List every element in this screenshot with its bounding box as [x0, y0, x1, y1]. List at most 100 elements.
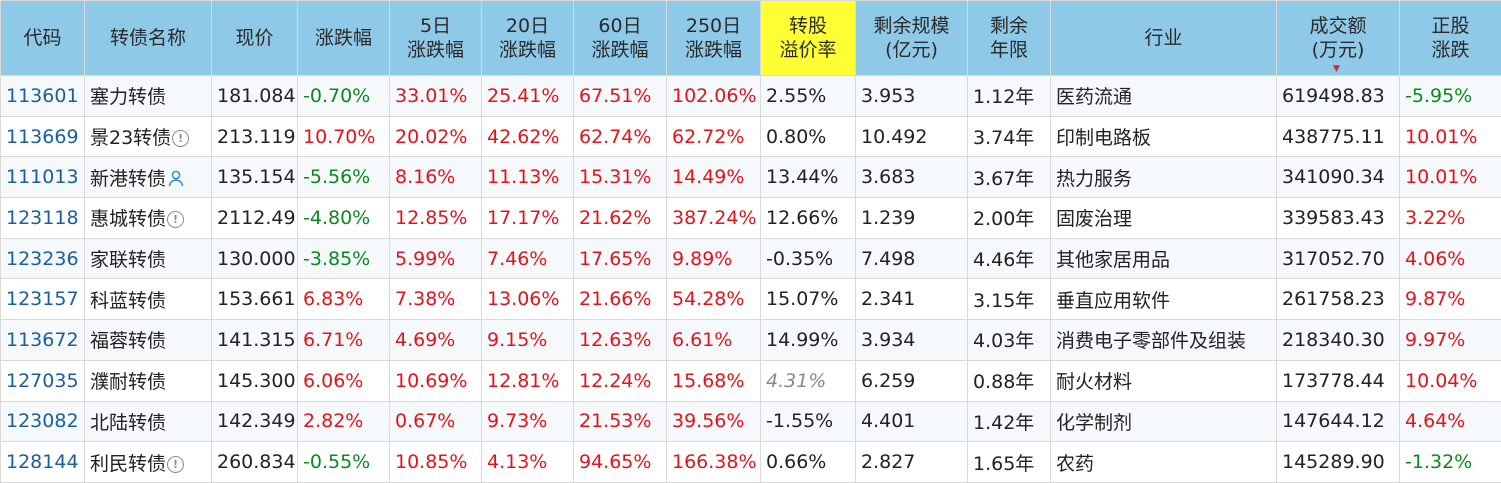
- cell-d250: 6.61%: [666, 319, 761, 361]
- header-20d-change[interactable]: 20日 涨跌幅: [481, 0, 574, 76]
- cell-value: 热力服务: [1056, 167, 1133, 190]
- cell-value: 6.71%: [303, 328, 364, 351]
- table-row[interactable]: 128144 利民转债! 260.834 -0.55% 10.85% 4.13% 94.65…: [0, 441, 1501, 483]
- cell-premium: 0.66%: [760, 441, 856, 483]
- cell-volume: 438775.11: [1276, 115, 1400, 158]
- header-5d-change[interactable]: 5日 涨跌幅: [389, 0, 482, 76]
- cell-value: -1.32%: [1405, 451, 1473, 474]
- cell-premium: 14.99%: [760, 319, 856, 361]
- cell-volume: 339583.43: [1276, 197, 1400, 239]
- bond-name: 科蓝转债: [90, 289, 167, 312]
- cell-d250: 102.06%: [666, 75, 761, 117]
- bond-code-link[interactable]: 123118: [6, 206, 79, 229]
- cell-code[interactable]: 127035: [0, 359, 85, 402]
- header-label: 剩余: [989, 15, 1028, 37]
- cell-code[interactable]: 123082: [0, 400, 85, 443]
- cell-d5: 0.67%: [389, 400, 482, 443]
- table-row[interactable]: 111013 新港转债 135.154 -5.56% 8.16% 11.13% 15.31%…: [0, 156, 1501, 199]
- header-remaining-scale[interactable]: 剩余规模 (亿元): [855, 0, 968, 76]
- header-conversion-premium[interactable]: 转股 溢价率: [760, 0, 856, 76]
- table-row[interactable]: 113672 福蓉转债 141.315 6.71% 4.69% 9.15% 12.63% 6.…: [0, 319, 1501, 361]
- cell-value: 317052.70: [1282, 247, 1385, 270]
- cell-price: 2112.49: [211, 197, 298, 239]
- cell-code[interactable]: 113672: [0, 319, 85, 361]
- cell-value: 8.16%: [395, 166, 456, 189]
- cell-change: 2.82%: [297, 400, 390, 443]
- cell-stock-change: 10.01%: [1399, 156, 1501, 199]
- cell-volume: 261758.23: [1276, 278, 1400, 321]
- cell-code[interactable]: 128144: [0, 441, 85, 483]
- cell-value: 4.31%: [766, 369, 827, 392]
- cell-term: 1.42年: [967, 400, 1051, 443]
- cell-value: 173778.44: [1282, 369, 1385, 392]
- cell-value: 10.492: [861, 125, 928, 148]
- header-label: 溢价率: [779, 39, 837, 61]
- cell-value: 3.934: [861, 328, 916, 351]
- header-name[interactable]: 转债名称: [84, 0, 212, 76]
- header-label: 20日: [505, 15, 550, 37]
- cell-term: 4.03年: [967, 319, 1051, 361]
- cell-value: 147644.12: [1282, 410, 1385, 433]
- cell-code[interactable]: 111013: [0, 156, 85, 199]
- bond-name: 家联转债: [90, 249, 167, 272]
- cell-d60: 15.31%: [573, 156, 667, 199]
- table-row[interactable]: 127035 濮耐转债 145.300 6.06% 10.69% 12.81% 12.24%…: [0, 359, 1501, 402]
- cell-value: 10.69%: [395, 369, 468, 392]
- cell-industry: 农药: [1050, 441, 1277, 483]
- cell-code[interactable]: 113601: [0, 75, 85, 117]
- table-row[interactable]: 123157 科蓝转债 153.661 6.83% 7.38% 13.06% 21.66% 5…: [0, 278, 1501, 321]
- cell-code[interactable]: 113669: [0, 115, 85, 158]
- bond-code-link[interactable]: 111013: [6, 166, 79, 189]
- info-icon[interactable]: !: [167, 455, 185, 473]
- bond-code-link[interactable]: 113672: [6, 328, 79, 351]
- table-row[interactable]: 123082 北陆转债 142.349 2.82% 0.67% 9.73% 21.53% 39…: [0, 400, 1501, 443]
- cell-value: 339583.43: [1282, 206, 1385, 229]
- bond-code-link[interactable]: 123082: [6, 410, 79, 433]
- cell-value: 0.80%: [766, 125, 827, 148]
- table-row[interactable]: 113601 塞力转债 181.084 -0.70% 33.01% 25.41% 67.51…: [0, 75, 1501, 117]
- header-remaining-term[interactable]: 剩余 年限: [967, 0, 1051, 76]
- header-change[interactable]: 涨跌幅: [297, 0, 390, 76]
- bond-code-link[interactable]: 113669: [6, 125, 79, 148]
- header-price[interactable]: 现价: [211, 0, 298, 76]
- sort-desc-icon: ▼: [1333, 64, 1340, 74]
- bond-name: 新港转债: [90, 167, 167, 190]
- cell-value: 化学制剂: [1056, 411, 1133, 434]
- cell-d250: 15.68%: [666, 359, 761, 402]
- cell-value: 1.239: [861, 206, 916, 229]
- header-label: 250日: [685, 15, 742, 37]
- cell-value: 2.341: [861, 288, 916, 311]
- bond-code-link[interactable]: 113601: [6, 84, 79, 107]
- bond-name: 景23转债: [90, 127, 172, 150]
- cell-value: 10.85%: [395, 451, 468, 474]
- cell-value: 21.62%: [579, 206, 652, 229]
- cell-value: 3.15年: [973, 289, 1035, 312]
- table-row[interactable]: 123118 惠城转债! 2112.49 -4.80% 12.85% 17.17% 21.6…: [0, 197, 1501, 239]
- cell-value: 6.06%: [303, 369, 364, 392]
- header-volume[interactable]: 成交额 (万元) ▼: [1276, 0, 1400, 76]
- bond-code-link[interactable]: 128144: [6, 451, 79, 474]
- header-250d-change[interactable]: 250日 涨跌幅: [666, 0, 761, 76]
- table-row[interactable]: 113669 景23转债! 213.119 10.70% 20.02% 42.62% 62.…: [0, 115, 1501, 158]
- bond-code-link[interactable]: 123157: [6, 288, 79, 311]
- header-code[interactable]: 代码: [0, 0, 85, 76]
- cell-scale: 3.953: [855, 75, 968, 117]
- user-icon[interactable]: [167, 169, 185, 187]
- header-stock-change[interactable]: 正股 涨跌: [1399, 0, 1501, 76]
- cell-value: 农药: [1056, 452, 1095, 475]
- info-icon[interactable]: !: [167, 211, 185, 229]
- cell-code[interactable]: 123157: [0, 278, 85, 321]
- cell-value: 1.42年: [973, 411, 1035, 434]
- cell-value: 67.51%: [579, 84, 652, 107]
- bond-code-link[interactable]: 123236: [6, 247, 79, 270]
- cell-code[interactable]: 123118: [0, 197, 85, 239]
- info-icon[interactable]: !: [172, 130, 190, 148]
- cell-value: 10.70%: [303, 125, 376, 148]
- cell-code[interactable]: 123236: [0, 237, 85, 280]
- header-industry[interactable]: 行业: [1050, 0, 1277, 76]
- bond-code-link[interactable]: 127035: [6, 369, 79, 392]
- cell-premium: -1.55%: [760, 400, 856, 443]
- header-60d-change[interactable]: 60日 涨跌幅: [573, 0, 667, 76]
- cell-stock-change: -1.32%: [1399, 441, 1501, 483]
- table-row[interactable]: 123236 家联转债 130.000 -3.85% 5.99% 7.46% 17.65% 9…: [0, 237, 1501, 280]
